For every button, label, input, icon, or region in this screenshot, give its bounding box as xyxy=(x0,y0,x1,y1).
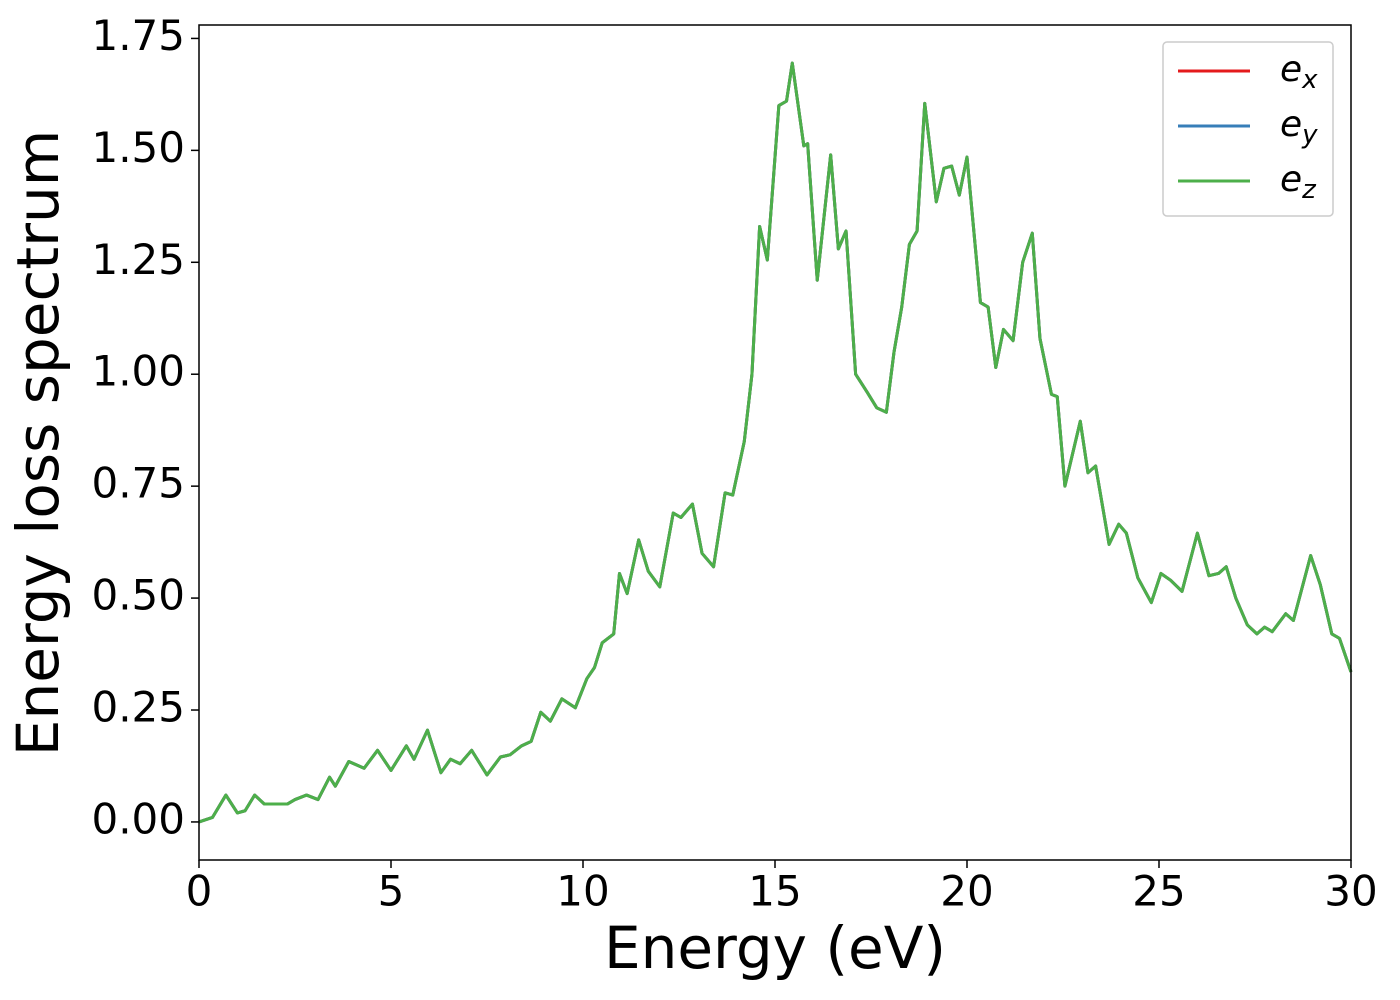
y-tick-label: 0.25 xyxy=(91,683,185,732)
x-tick-label: 0 xyxy=(186,867,213,916)
y-tick-label: 1.50 xyxy=(91,123,185,172)
x-tick-label: 10 xyxy=(556,867,609,916)
y-tick-label: 1.00 xyxy=(91,347,185,396)
x-tick-label: 20 xyxy=(940,867,993,916)
legend-label: ez xyxy=(1280,159,1317,205)
y-tick-label: 1.75 xyxy=(91,11,185,60)
x-axis-label: Energy (eV) xyxy=(604,914,946,982)
legend-label: ey xyxy=(1280,104,1318,150)
y-tick-label: 0.75 xyxy=(91,459,185,508)
y-axis-label: Energy loss spectrum xyxy=(4,130,72,756)
y-tick-label: 0.50 xyxy=(91,571,185,620)
legend-box xyxy=(1162,41,1334,217)
x-tick-label: 5 xyxy=(378,867,405,916)
y-tick-label: 0.00 xyxy=(91,794,185,843)
x-tick-label: 25 xyxy=(1132,867,1185,916)
x-tick-label: 15 xyxy=(748,867,801,916)
plot-frame xyxy=(198,24,1352,861)
x-tick-label: 30 xyxy=(1324,867,1377,916)
series-line xyxy=(198,61,1353,824)
legend-label: ex xyxy=(1280,49,1318,95)
y-tick-label: 1.25 xyxy=(91,235,185,284)
